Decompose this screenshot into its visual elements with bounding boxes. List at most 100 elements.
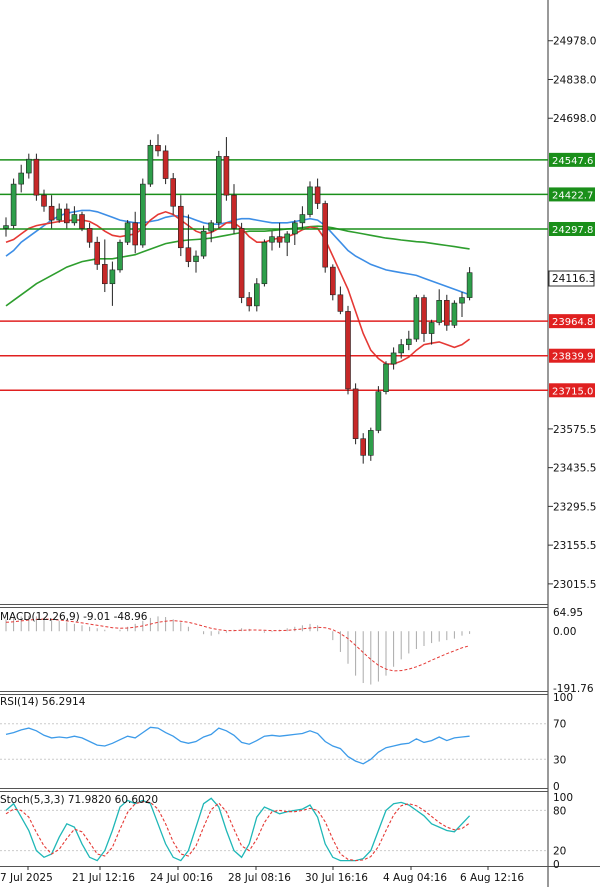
stoch-tick-label: 100 [553, 792, 573, 804]
price-tick-label: 24838.0 [553, 74, 596, 86]
rsi-tick-label: 70 [553, 719, 566, 731]
candle-body [102, 264, 108, 285]
candle-body [33, 158, 40, 196]
candle-body [238, 228, 245, 298]
candle-body [71, 214, 78, 224]
time-tick-label: 28 Jul 08:16 [228, 872, 291, 884]
price-tick-label: 23015.5 [553, 579, 596, 591]
candle-body [291, 222, 298, 235]
rsi-tick-label: 30 [553, 754, 566, 766]
candle-body [405, 338, 412, 345]
time-tick-label: 6 Aug 12:16 [460, 872, 524, 884]
time-tick-label: 21 Jul 12:16 [72, 872, 135, 884]
rsi-label: RSI(14) 56.2914 [0, 696, 86, 708]
candle-body [314, 186, 321, 204]
time-tick-label: 30 Jul 16:16 [305, 872, 368, 884]
candle-body [269, 236, 275, 243]
candle-body [10, 183, 17, 226]
candlesticks [3, 134, 473, 464]
macd-panel: 64.95 0.00 -191.76 [5, 607, 594, 695]
time-tick-label: 24 Jul 00:16 [150, 872, 213, 884]
candle-body [352, 388, 359, 440]
current-price-badge: 24116.3 [548, 270, 595, 287]
level-label: 24547.6 [552, 156, 593, 167]
candle-body [132, 222, 138, 246]
price-gridlines [548, 40, 553, 585]
level-badge [549, 221, 595, 236]
candle-body [155, 145, 161, 152]
candle-body [79, 214, 85, 229]
stoch-label: Stoch(5,3,3) 71.9820 60.6020 [0, 794, 158, 806]
candle-body [231, 194, 237, 229]
candle-body [208, 222, 214, 232]
level-label: 24297.8 [552, 225, 593, 236]
candle-body [117, 241, 123, 271]
candle-body [443, 300, 450, 326]
level-label: 23839.9 [552, 352, 593, 363]
candle-body [147, 145, 154, 185]
stoch-d-line [5, 801, 470, 862]
price-tick-label: 23575.5 [553, 424, 596, 436]
rsi-tick-label: 0 [553, 781, 560, 793]
candle-body [367, 430, 374, 456]
candle-body [466, 272, 473, 298]
candle-body [246, 297, 252, 307]
candle-body [25, 158, 32, 174]
candle-body [398, 344, 405, 354]
time-tick-label: 4 Aug 04:16 [383, 872, 447, 884]
candle-body [284, 233, 291, 243]
moving-average-lines [5, 209, 471, 365]
candle-body [124, 222, 131, 243]
candle-body [185, 247, 192, 262]
candle-body [216, 156, 222, 224]
level-badge [549, 314, 595, 329]
candle-body [337, 294, 344, 312]
level-label: 23964.8 [552, 317, 593, 328]
macd-tick-label: -191.76 [553, 683, 594, 695]
candle-body [178, 205, 184, 249]
stoch-tick-label: 0 [553, 859, 560, 871]
stoch-tick-label: 80 [553, 805, 566, 817]
candle-body [345, 311, 351, 390]
candle-body [86, 228, 93, 243]
candle-body [276, 236, 283, 243]
candle-body [299, 214, 306, 224]
price-tick-label: 23295.5 [553, 501, 596, 513]
rsi-line [5, 726, 470, 765]
time-tick-label: 7 Jul 2025 [0, 872, 53, 884]
candle-body [451, 302, 458, 326]
price-tick-label: 23435.5 [553, 463, 596, 475]
ma-fast-line [5, 210, 471, 365]
candle-body [254, 283, 260, 307]
candle-body [41, 194, 47, 207]
candle-body [383, 363, 389, 392]
ma-slow-line [5, 225, 470, 307]
candle-body [459, 297, 465, 304]
rsi-tick-label: 100 [553, 692, 573, 704]
candle-body [329, 266, 336, 296]
macd-tick-label: 0.00 [553, 626, 576, 638]
candle-body [360, 438, 367, 456]
level-badge [549, 187, 595, 202]
price-tick-label: 24698.0 [553, 113, 596, 125]
level-badge [549, 348, 595, 363]
candle-body [109, 269, 116, 285]
level-label: 23715.0 [552, 386, 593, 397]
price-tick-label: 24978.0 [553, 36, 596, 48]
time-axis: 7 Jul 2025 21 Jul 12:16 24 Jul 00:16 28 Jul… [0, 866, 524, 884]
candle-body [390, 352, 397, 365]
candle-body [375, 391, 382, 431]
candle-body [48, 205, 55, 221]
candle-body [56, 208, 63, 221]
stoch-tick-label: 20 [553, 846, 566, 858]
candle-body [322, 203, 329, 268]
macd-signal-line [5, 618, 470, 672]
candle-body [436, 300, 443, 323]
candle-body [162, 150, 169, 179]
stoch-k-line [5, 797, 471, 862]
candle-body [421, 297, 427, 334]
candle-body [18, 172, 25, 185]
